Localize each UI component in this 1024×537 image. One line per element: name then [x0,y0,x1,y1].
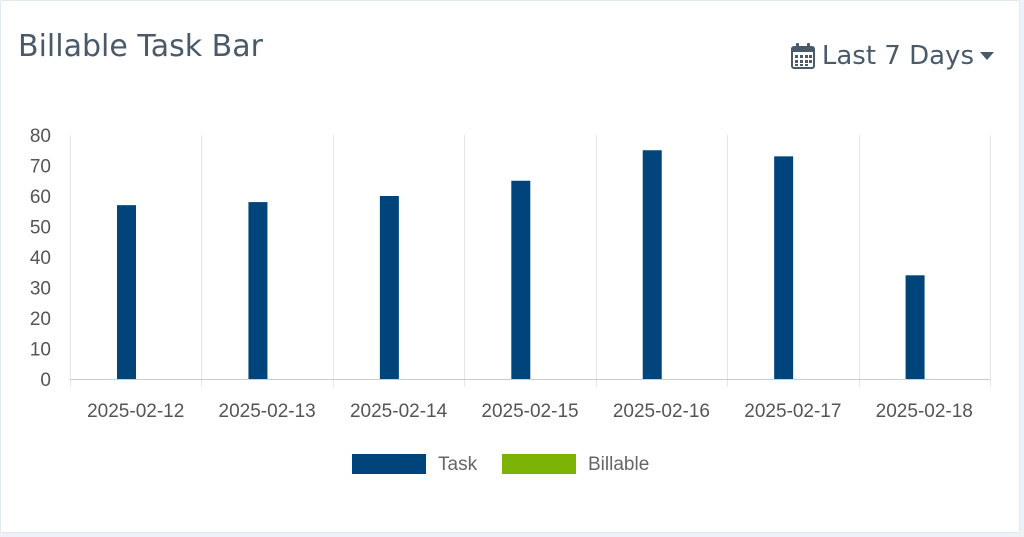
date-range-label: Last 7 Days [821,41,974,71]
x-tick-label: 2025-02-12 [87,401,184,422]
bar-task [117,205,137,379]
caret-down-icon [980,51,994,61]
legend-label-billable: Billable [588,454,649,475]
legend-swatch-task [352,454,426,474]
bar-task [511,180,531,379]
bar-task [379,196,399,379]
y-tick-label: 70 [30,157,51,178]
y-tick-label: 60 [30,187,51,208]
y-tick-label: 40 [30,248,51,269]
legend-label-task: Task [438,454,478,475]
y-tick-label: 50 [30,218,51,239]
x-tick-label: 2025-02-18 [876,401,973,422]
y-tick-label: 0 [40,370,51,391]
card-title: Billable Task Bar [18,29,263,64]
y-tick-label: 20 [30,309,51,330]
bar-task [905,275,925,379]
legend-swatch-billable [502,454,576,474]
date-range-dropdown[interactable]: Last 7 Days [790,41,994,71]
calendar-icon [790,42,816,70]
x-tick-label: 2025-02-15 [481,401,578,422]
x-tick-label: 2025-02-13 [219,401,316,422]
x-tick-label: 2025-02-16 [613,401,710,422]
x-tick-label: 2025-02-14 [350,401,448,422]
y-tick-label: 10 [30,340,51,361]
bar-task [248,202,268,379]
bar-task [642,150,662,379]
bar-task [774,156,794,379]
y-tick-label: 80 [30,126,51,147]
x-tick-label: 2025-02-17 [744,401,841,422]
y-tick-label: 30 [30,279,51,300]
